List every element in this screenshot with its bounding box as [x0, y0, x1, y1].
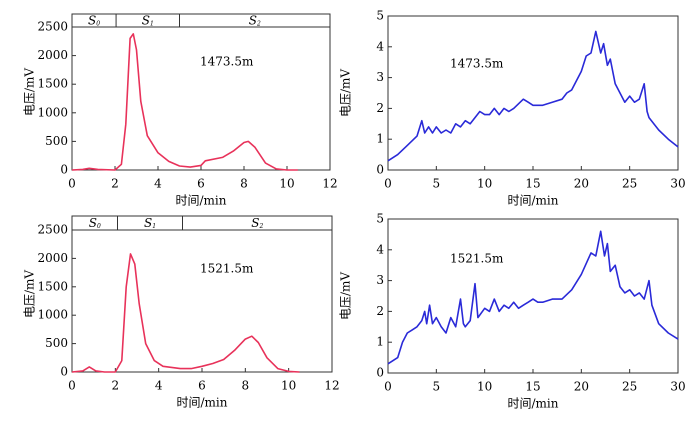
zone-letter: S — [144, 216, 152, 230]
y-tick-label: 1000 — [37, 105, 68, 119]
y-tick-label: 1 — [376, 132, 384, 146]
y-tick-label: 3 — [376, 273, 384, 287]
x-tick-label: 12 — [322, 177, 337, 191]
data-line — [387, 30, 679, 162]
plot-frame — [71, 13, 331, 171]
x-axis-label: 时间/min — [508, 397, 559, 411]
zone-letter: S — [251, 216, 259, 230]
x-tick-label: 10 — [477, 380, 492, 394]
zone-subscript: 0 — [97, 223, 101, 230]
y-tick-label: 0 — [376, 163, 384, 177]
y-tick-label: 1000 — [37, 308, 68, 322]
zone-subscript: 0 — [96, 20, 100, 27]
y-tick-label: 2000 — [37, 48, 68, 62]
x-tick-label: 0 — [384, 177, 392, 191]
x-tick-label: 0 — [68, 379, 76, 393]
zone-subscript: 1 — [152, 223, 156, 230]
x-tick-label: 6 — [198, 379, 206, 393]
y-tick-label: 2 — [376, 304, 384, 318]
zone-label: S2 — [251, 216, 263, 230]
zone-label: S0 — [89, 216, 101, 230]
annotation: 1521.5m — [200, 262, 254, 276]
y-tick-label: 500 — [45, 336, 68, 350]
y-axis-label: 电压/mV — [339, 272, 353, 320]
zone-letter: S — [88, 13, 96, 27]
y-tick-label: 1 — [376, 335, 384, 349]
x-tick-label: 25 — [622, 177, 637, 191]
x-tick-label: 10 — [477, 177, 492, 191]
y-axis-label: 电压/mV — [23, 270, 37, 318]
x-axis-label: 时间/min — [508, 194, 559, 208]
x-axis-label: 时间/min — [176, 194, 227, 208]
x-tick-label: 30 — [670, 177, 685, 191]
annotation: 1473.5m — [450, 57, 504, 71]
x-tick-label: 5 — [433, 177, 441, 191]
x-axis-label: 时间/min — [177, 396, 228, 410]
y-tick-label: 1500 — [37, 279, 68, 293]
data-line — [71, 253, 300, 373]
zone-label: S2 — [249, 13, 261, 27]
plot-frame — [387, 15, 679, 171]
y-tick-label: 3 — [376, 70, 384, 84]
y-tick-label: 2500 — [37, 20, 68, 34]
y-tick-label: 2500 — [37, 223, 68, 237]
y-axis-label: 电压/mV — [339, 69, 353, 117]
y-tick-label: 4 — [376, 39, 384, 53]
x-tick-label: 4 — [155, 379, 163, 393]
data-line — [71, 33, 298, 171]
y-axis-label: 电压/mV — [23, 68, 37, 116]
x-tick-label: 12 — [324, 379, 339, 393]
x-tick-label: 15 — [525, 380, 540, 394]
y-tick-label: 5 — [376, 212, 384, 226]
zone-letter: S — [249, 13, 257, 27]
data-line — [387, 230, 679, 365]
x-tick-label: 5 — [433, 380, 441, 394]
x-tick-label: 8 — [242, 379, 250, 393]
x-tick-label: 30 — [670, 380, 685, 394]
y-tick-label: 5 — [376, 9, 384, 23]
x-tick-label: 2 — [112, 379, 120, 393]
zone-label: S1 — [144, 216, 156, 230]
x-tick-label: 6 — [197, 177, 205, 191]
x-tick-label: 20 — [574, 380, 589, 394]
y-tick-label: 0 — [60, 163, 68, 177]
x-tick-label: 10 — [279, 177, 294, 191]
y-tick-label: 500 — [45, 134, 68, 148]
x-tick-label: 25 — [622, 380, 637, 394]
zone-letter: S — [142, 13, 150, 27]
y-tick-label: 1500 — [37, 77, 68, 91]
y-tick-label: 2000 — [37, 251, 68, 265]
zone-subscript: 2 — [258, 223, 263, 230]
plot-frame — [71, 215, 333, 373]
x-tick-label: 0 — [384, 380, 392, 394]
zone-subscript: 2 — [256, 20, 261, 27]
zone-label: S1 — [142, 13, 154, 27]
x-tick-label: 15 — [525, 177, 540, 191]
y-tick-label: 2 — [376, 101, 384, 115]
x-tick-label: 2 — [111, 177, 119, 191]
zone-label: S0 — [88, 13, 100, 27]
x-tick-label: 20 — [574, 177, 589, 191]
annotation: 1473.5m — [200, 55, 254, 69]
y-tick-label: 0 — [376, 366, 384, 380]
x-tick-label: 10 — [281, 379, 296, 393]
y-tick-label: 4 — [376, 242, 384, 256]
zone-letter: S — [89, 216, 97, 230]
x-tick-label: 0 — [68, 177, 76, 191]
y-tick-label: 0 — [60, 365, 68, 379]
x-tick-label: 4 — [154, 177, 162, 191]
annotation: 1521.5m — [450, 252, 504, 266]
zone-subscript: 1 — [150, 20, 154, 27]
x-tick-label: 8 — [240, 177, 248, 191]
